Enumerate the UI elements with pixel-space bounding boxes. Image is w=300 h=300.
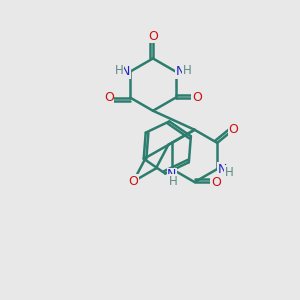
Text: O: O <box>104 91 114 104</box>
Text: N: N <box>121 65 130 78</box>
Text: H: H <box>182 64 191 76</box>
Text: N: N <box>167 169 177 182</box>
Text: H: H <box>115 64 123 76</box>
Text: N: N <box>176 65 185 78</box>
Text: O: O <box>229 123 238 136</box>
Text: O: O <box>148 30 158 43</box>
Text: O: O <box>211 176 221 189</box>
Text: O: O <box>128 175 138 188</box>
Text: H: H <box>225 166 233 179</box>
Text: O: O <box>192 91 202 104</box>
Text: H: H <box>169 175 178 188</box>
Text: N: N <box>218 163 227 176</box>
